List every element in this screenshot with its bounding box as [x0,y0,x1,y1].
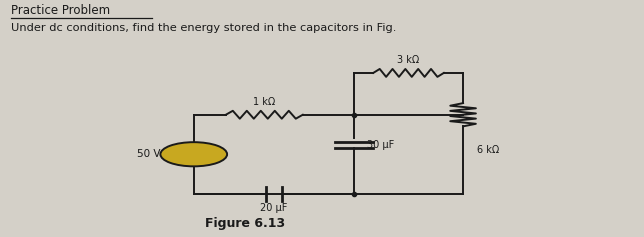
Text: +: + [189,145,198,155]
Text: −: − [189,152,199,165]
Text: 20 μF: 20 μF [260,203,288,213]
Text: 1 kΩ: 1 kΩ [253,97,276,107]
Circle shape [160,142,227,166]
Text: Figure 6.13: Figure 6.13 [205,218,285,231]
Text: 30 μF: 30 μF [367,140,394,150]
Text: Under dc conditions, find the energy stored in the capacitors in Fig.: Under dc conditions, find the energy sto… [11,23,397,33]
Text: Practice Problem: Practice Problem [11,4,110,17]
Text: 3 kΩ: 3 kΩ [397,55,420,65]
Text: 6 kΩ: 6 kΩ [477,145,500,155]
Text: 50 V: 50 V [137,149,160,159]
